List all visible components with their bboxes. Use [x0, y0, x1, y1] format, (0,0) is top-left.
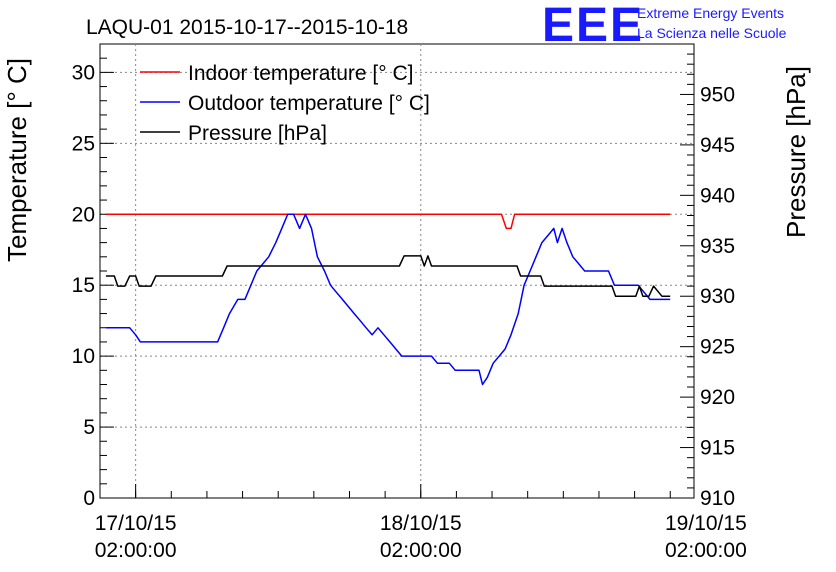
series-layer [105, 213, 671, 386]
y-tick-label-right: 920 [700, 386, 735, 409]
eee-logo: EEE Extreme Energy Events La Scienza nel… [542, 0, 787, 52]
x-tick-label-time: 02:00:00 [95, 539, 177, 562]
y-tick-label-right: 935 [700, 235, 735, 258]
x-tick-label-time: 02:00:00 [665, 539, 747, 562]
y-tick-label-left: 0 [83, 487, 95, 510]
y-tick-label-left: 15 [72, 274, 95, 297]
x-tick-label-time: 02:00:00 [380, 539, 462, 562]
y-tick-label-left: 25 [72, 132, 95, 155]
y-tick-label-left: 10 [72, 345, 95, 368]
y-axis-title-left: Temperature [° C] [2, 58, 32, 262]
y-tick-label-left: 5 [83, 416, 95, 439]
y-tick-label-right: 945 [700, 134, 735, 157]
x-tick-label-date: 19/10/15 [665, 512, 747, 535]
legend-label-pressure: Pressure [hPa] [188, 122, 327, 145]
y-tick-label-right: 930 [700, 285, 735, 308]
legend: Indoor temperature [° C] Outdoor tempera… [140, 62, 430, 145]
y-tick-label-right: 910 [700, 487, 735, 510]
y-tick-label-left: 30 [72, 61, 95, 84]
logo-line2: La Scienza nelle Scuole [637, 25, 787, 41]
y-tick-label-right: 950 [700, 83, 735, 106]
x-tick-label-date: 18/10/15 [380, 512, 462, 535]
y-tick-label-right: 925 [700, 336, 735, 359]
series-line-pressure [105, 255, 671, 297]
legend-label-outdoor: Outdoor temperature [° C] [188, 92, 430, 115]
series-line-indoor [105, 213, 671, 230]
logo-line1: Extreme Energy Events [637, 5, 784, 21]
logo-mark: EEE [542, 0, 644, 52]
legend-label-indoor: Indoor temperature [° C] [188, 62, 414, 85]
y-tick-label-left: 20 [72, 203, 95, 226]
y-axis-title-right: Pressure [hPa] [781, 66, 811, 238]
chart-title: LAQU-01 2015-10-17--2015-10-18 [86, 16, 408, 39]
y-tick-label-right: 915 [700, 437, 735, 460]
series-line-outdoor [105, 213, 671, 386]
y-tick-label-right: 940 [700, 184, 735, 207]
x-tick-label-date: 17/10/15 [95, 512, 177, 535]
axes: 0 5 10 15 20 25 30 910 915 920 925 930 935 940 945 950 1… [72, 43, 747, 562]
